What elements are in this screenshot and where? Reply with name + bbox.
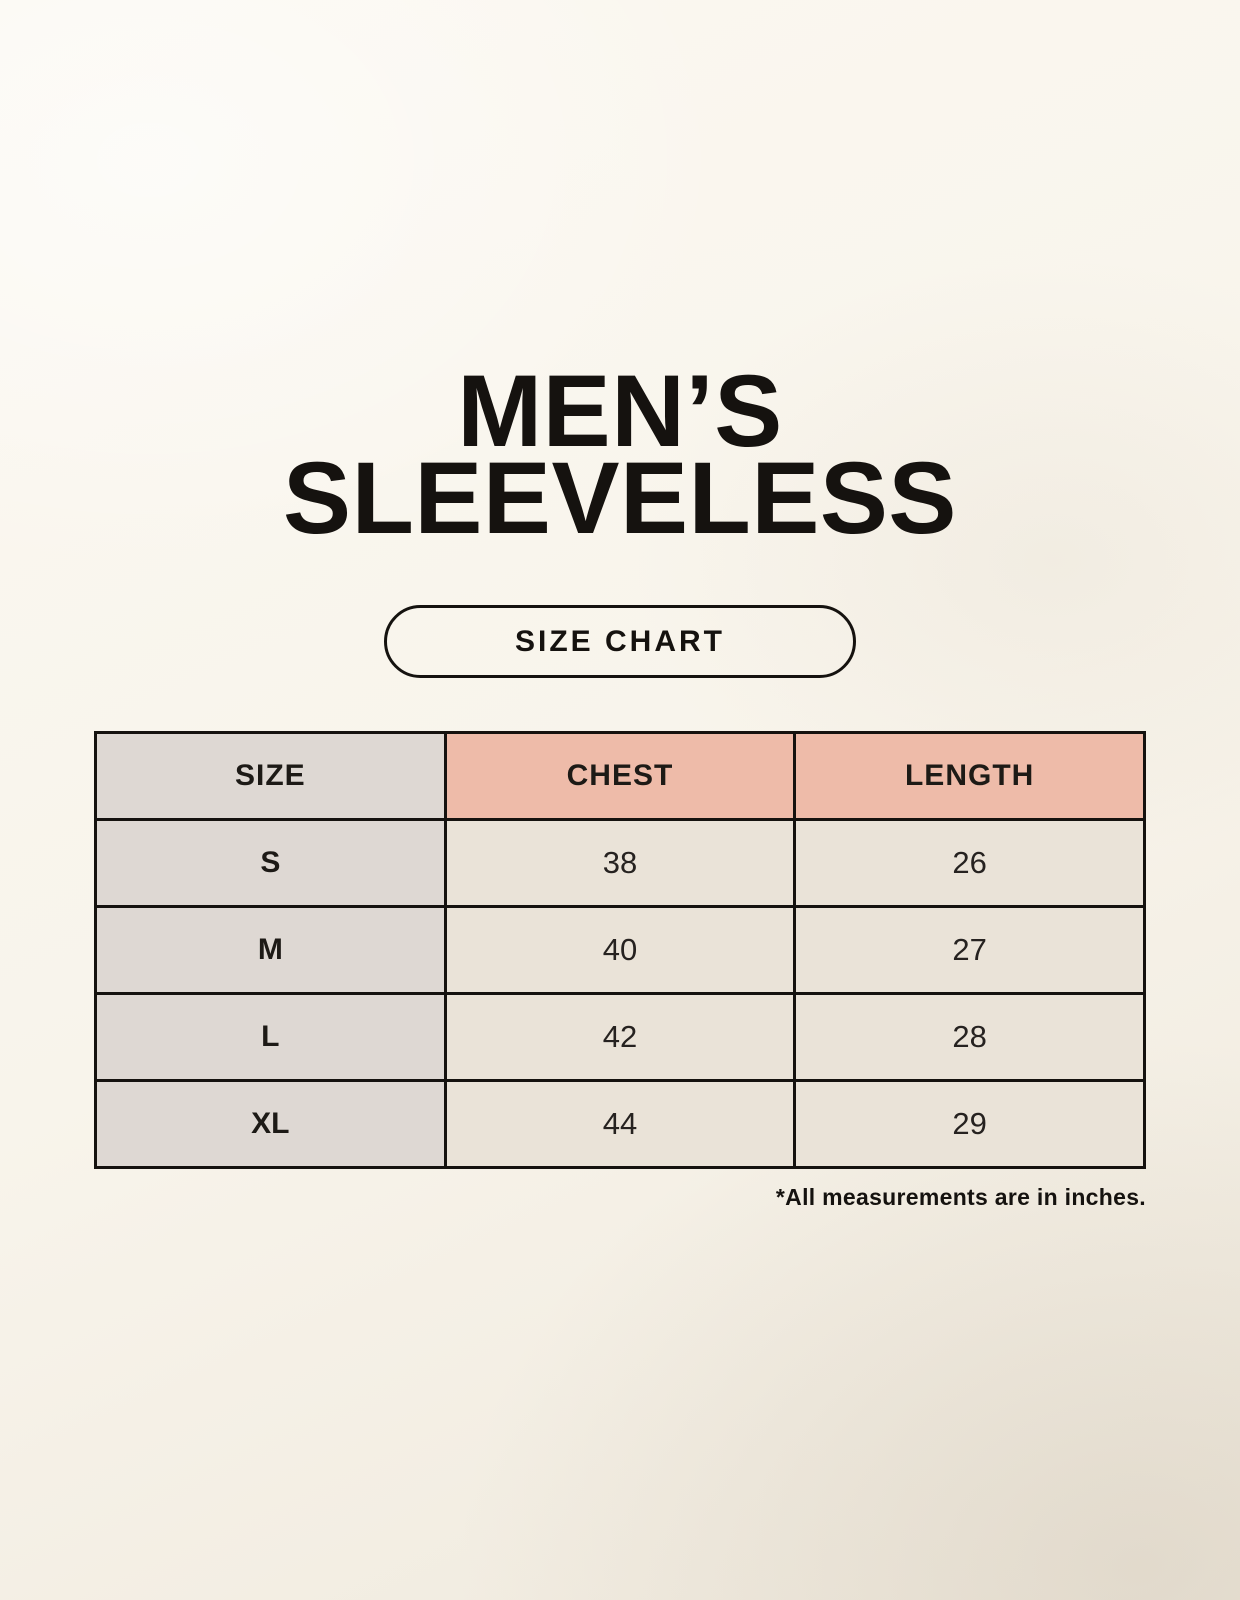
size-table: SIZE CHEST LENGTH S 38 26 M 40 27 L 42 2…: [94, 731, 1146, 1170]
column-header-size: SIZE: [94, 731, 447, 822]
size-label: S: [94, 818, 447, 909]
table-row-m: M 40 27: [94, 905, 1146, 996]
table-row-xl: XL 44 29: [94, 1079, 1146, 1170]
chest-value: 44: [443, 1079, 797, 1170]
measurements-footnote: *All measurements are in inches.: [775, 1184, 1146, 1211]
chest-value: 40: [443, 905, 797, 996]
column-header-chest: CHEST: [443, 731, 797, 822]
size-label: L: [94, 992, 447, 1083]
size-chart-badge: SIZE CHART: [384, 605, 856, 679]
length-value: 29: [793, 1079, 1146, 1170]
length-value: 27: [793, 905, 1146, 996]
size-label: M: [94, 905, 447, 996]
length-value: 28: [793, 992, 1146, 1083]
title-line-2: SLEEVELESS: [283, 440, 957, 555]
chest-value: 42: [443, 992, 797, 1083]
page-title: MEN’S SLEEVELESS: [0, 0, 1240, 555]
size-chart-badge-label: SIZE CHART: [515, 624, 725, 658]
length-value: 26: [793, 818, 1146, 909]
column-header-length: LENGTH: [793, 731, 1146, 822]
table-header-row: SIZE CHEST LENGTH: [94, 731, 1146, 822]
table-row-s: S 38 26: [94, 818, 1146, 909]
title-line-1: MEN’S: [457, 354, 783, 468]
chest-value: 38: [443, 818, 797, 909]
table-row-l: L 42 28: [94, 992, 1146, 1083]
size-label: XL: [94, 1079, 447, 1170]
